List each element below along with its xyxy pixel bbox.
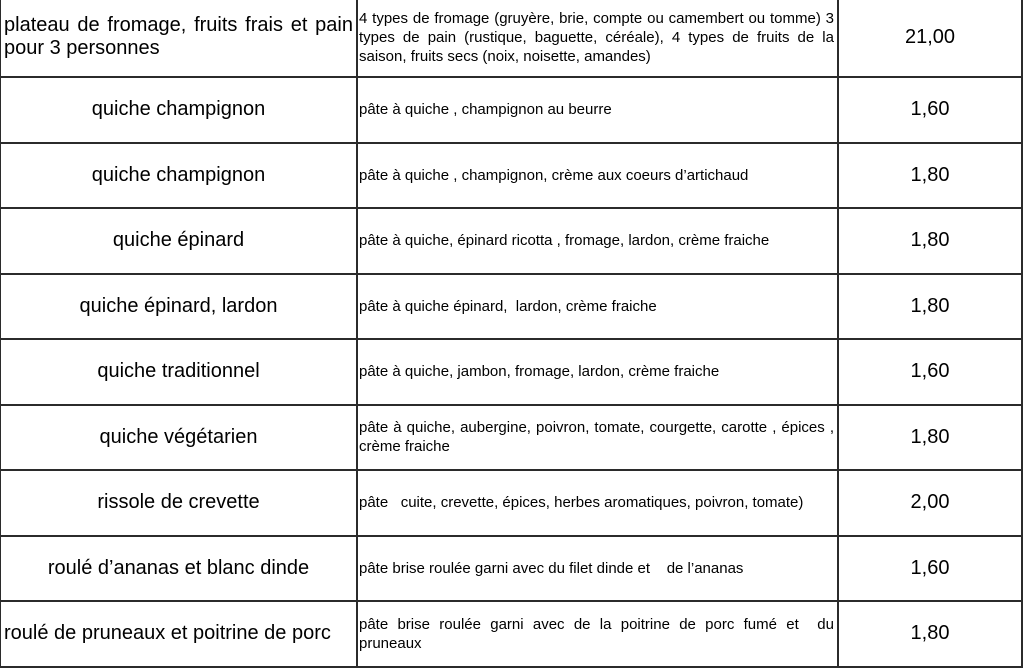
table-row: rissole de crevette pâte cuite, crevette… (0, 469, 1023, 537)
item-price: 1,80 (837, 403, 1023, 471)
table-row: quiche champignon pâte à quiche , champi… (0, 141, 1023, 209)
item-description: pâte à quiche, jambon, fromage, lardon, … (356, 338, 839, 406)
item-name: roulé d’ananas et blanc dinde (0, 534, 358, 602)
item-price: 1,60 (837, 338, 1023, 406)
table-row: quiche épinard pâte à quiche, épinard ri… (0, 207, 1023, 275)
item-name: rissole de crevette (0, 469, 358, 537)
item-description: pâte brise roulée garni avec de la poitr… (356, 600, 839, 668)
item-name: quiche épinard (0, 207, 358, 275)
item-price: 1,80 (837, 141, 1023, 209)
table-row: quiche épinard, lardon pâte à quiche épi… (0, 272, 1023, 340)
item-description: pâte à quiche , champignon au beurre (356, 76, 839, 144)
table-row: quiche champignon pâte à quiche , champi… (0, 76, 1023, 144)
item-name: quiche champignon (0, 76, 358, 144)
item-description: pâte à quiche , champignon, crème aux co… (356, 141, 839, 209)
item-description: pâte à quiche épinard, lardon, crème fra… (356, 272, 839, 340)
item-name: plateau de fromage, fruits frais et pain… (0, 0, 358, 78)
item-description: pâte à quiche, épinard ricotta , fromage… (356, 207, 839, 275)
item-name: quiche champignon (0, 141, 358, 209)
item-price: 21,00 (837, 0, 1023, 78)
table-row: plateau de fromage, fruits frais et pain… (0, 0, 1023, 78)
item-name: roulé de pruneaux et poitrine de porc (0, 600, 358, 668)
item-description: pâte brise roulée garni avec du filet di… (356, 534, 839, 602)
item-price: 1,80 (837, 600, 1023, 668)
table-row: quiche traditionnel pâte à quiche, jambo… (0, 338, 1023, 406)
item-name: quiche épinard, lardon (0, 272, 358, 340)
item-description: 4 types de fromage (gruyère, brie, compt… (356, 0, 839, 78)
item-price: 1,60 (837, 76, 1023, 144)
table-row: roulé de pruneaux et poitrine de porc pâ… (0, 600, 1023, 668)
item-description: pâte à quiche, aubergine, poivron, tomat… (356, 403, 839, 471)
item-name: quiche végétarien (0, 403, 358, 471)
item-price: 1,80 (837, 207, 1023, 275)
table-row: quiche végétarien pâte à quiche, aubergi… (0, 403, 1023, 471)
item-description: pâte cuite, crevette, épices, herbes aro… (356, 469, 839, 537)
item-name: quiche traditionnel (0, 338, 358, 406)
table-row: roulé d’ananas et blanc dinde pâte brise… (0, 534, 1023, 602)
item-price: 2,00 (837, 469, 1023, 537)
item-price: 1,60 (837, 534, 1023, 602)
item-price: 1,80 (837, 272, 1023, 340)
